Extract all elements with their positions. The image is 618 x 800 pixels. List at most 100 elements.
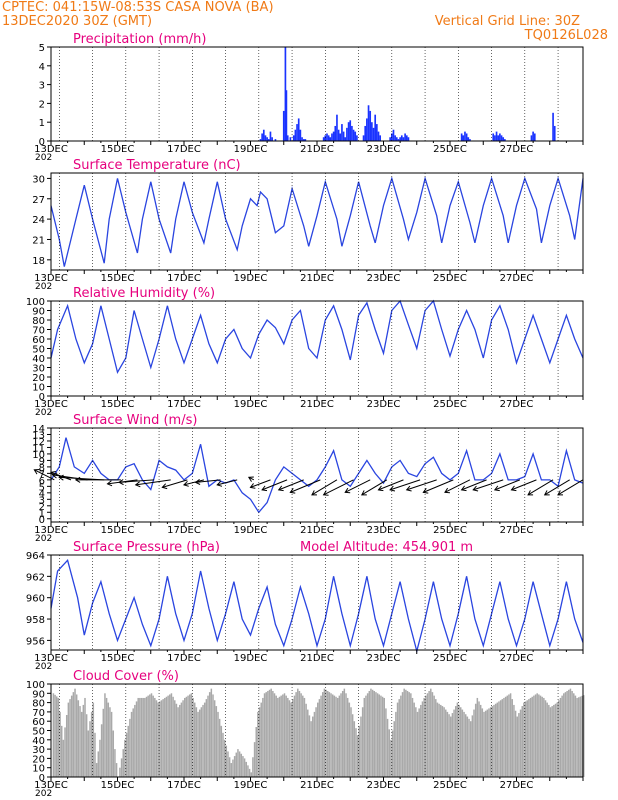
panel-3: 13DEC 15DEC 17DEC 19DEC 21DEC 23DEC 25DEC 27DEC… xyxy=(32,413,584,544)
y-tick-label: 20 xyxy=(32,373,45,384)
cloud-bar xyxy=(192,697,194,777)
cloud-bar xyxy=(200,707,203,777)
x-tick-label: 19DEC xyxy=(234,399,268,410)
cloud-bar xyxy=(90,711,93,777)
cloud-bar xyxy=(242,756,244,777)
precip-bar xyxy=(469,139,471,141)
x-year-label: 202 xyxy=(35,408,52,418)
cloud-bar xyxy=(385,708,387,777)
y-tick-label: 70 xyxy=(32,326,45,337)
cloud-bar xyxy=(504,696,507,777)
cloud-bar xyxy=(388,729,390,777)
cloud-bar xyxy=(574,695,577,777)
wind-arrowhead xyxy=(249,483,256,489)
wind-vector xyxy=(389,479,421,491)
y-tick-label: 0 xyxy=(39,137,45,148)
x-tick-label: 13DEC xyxy=(34,780,68,791)
cloud-bar xyxy=(355,728,357,777)
cloud-bar xyxy=(325,689,327,777)
cloud-bar xyxy=(252,757,254,777)
cloud-bar xyxy=(317,702,319,777)
cloud-bar xyxy=(268,689,271,777)
cloud-bar xyxy=(401,692,404,777)
wind-arrowhead xyxy=(289,488,296,494)
cloud-bar xyxy=(363,697,366,777)
cloud-bar xyxy=(74,688,76,777)
cloud-bar xyxy=(105,697,108,777)
cloud-bar xyxy=(430,688,432,777)
wind-arrowhead xyxy=(360,490,367,496)
x-tick-label: 25DEC xyxy=(433,399,467,410)
cloud-bar xyxy=(170,693,173,777)
wind-vector xyxy=(494,479,521,491)
cloud-bar xyxy=(566,690,568,777)
cloud-bar xyxy=(233,756,236,777)
cloud-bar xyxy=(52,693,55,777)
series-line xyxy=(50,437,584,514)
cloud-bar xyxy=(534,694,537,777)
cloud-bar xyxy=(130,711,133,777)
precip-bar xyxy=(504,139,506,141)
cloud-bar xyxy=(539,695,542,777)
x-tick-label: 13DEC xyxy=(34,399,68,410)
cloud-bar xyxy=(543,697,545,777)
cloud-bar xyxy=(265,692,267,777)
precip-bar xyxy=(377,131,380,141)
cloud-bar xyxy=(169,694,171,777)
wind-vector xyxy=(544,479,570,496)
precip-bar xyxy=(267,139,270,141)
x-tick-label: 21DEC xyxy=(300,653,334,664)
cloud-bar xyxy=(491,706,494,777)
cloud-bar xyxy=(499,700,502,777)
cloud-bar xyxy=(445,709,447,777)
cloud-bar xyxy=(433,695,435,777)
y-tick-label: 2 xyxy=(39,502,45,513)
precip-bar xyxy=(500,135,503,141)
cloud-bar xyxy=(454,706,457,777)
cloud-bar xyxy=(228,757,231,777)
cloud-bar xyxy=(338,695,341,777)
cloud-bar xyxy=(62,739,65,777)
series-line xyxy=(50,559,584,654)
cloud-bar xyxy=(230,763,233,777)
wind-vector xyxy=(290,479,321,493)
cloud-bar xyxy=(506,695,509,777)
cloud-bar xyxy=(573,693,575,777)
cloud-bar xyxy=(109,707,111,777)
y-tick-label: 11 xyxy=(32,443,45,454)
x-tick-label: 13DEC xyxy=(34,144,68,155)
cloud-bar xyxy=(420,704,422,777)
y-tick-label: 90 xyxy=(32,689,45,700)
x-tick-label: 23DEC xyxy=(367,525,401,536)
cloud-bar xyxy=(267,690,269,777)
cloud-bar xyxy=(331,694,334,777)
precip-bar xyxy=(379,135,382,141)
cloud-bar xyxy=(518,713,520,777)
cloud-bar xyxy=(134,704,136,777)
cloud-bar xyxy=(370,688,372,777)
wind-arrowhead xyxy=(58,474,64,481)
x-tick-label: 23DEC xyxy=(367,399,401,410)
wind-vector xyxy=(473,479,504,491)
x-tick-label: 19DEC xyxy=(234,144,268,155)
precip-bar xyxy=(331,133,333,141)
cloud-bar xyxy=(556,702,558,777)
y-tick-label: 9 xyxy=(39,456,45,467)
wind-arrowhead xyxy=(444,487,450,494)
cloud-bar xyxy=(165,696,168,777)
cloud-bar xyxy=(272,690,274,777)
cloud-bar xyxy=(356,735,359,777)
cloud-bar xyxy=(67,702,70,777)
cloud-bar xyxy=(508,694,510,777)
precip-bar xyxy=(344,137,347,141)
x-tick-label: 21DEC xyxy=(300,780,334,791)
cloud-bar xyxy=(202,704,204,777)
cloud-bar xyxy=(237,749,239,777)
cloud-bar xyxy=(481,708,484,777)
wind-arrowhead xyxy=(389,485,396,492)
cloud-bar xyxy=(323,688,326,777)
precip-bar xyxy=(397,139,400,141)
precip-bar xyxy=(337,129,340,141)
panel-1: 13DEC 15DEC 17DEC 19DEC 21DEC 23DEC 25DEC 27DEC… xyxy=(32,158,584,292)
x-tick-label: 23DEC xyxy=(367,780,401,791)
